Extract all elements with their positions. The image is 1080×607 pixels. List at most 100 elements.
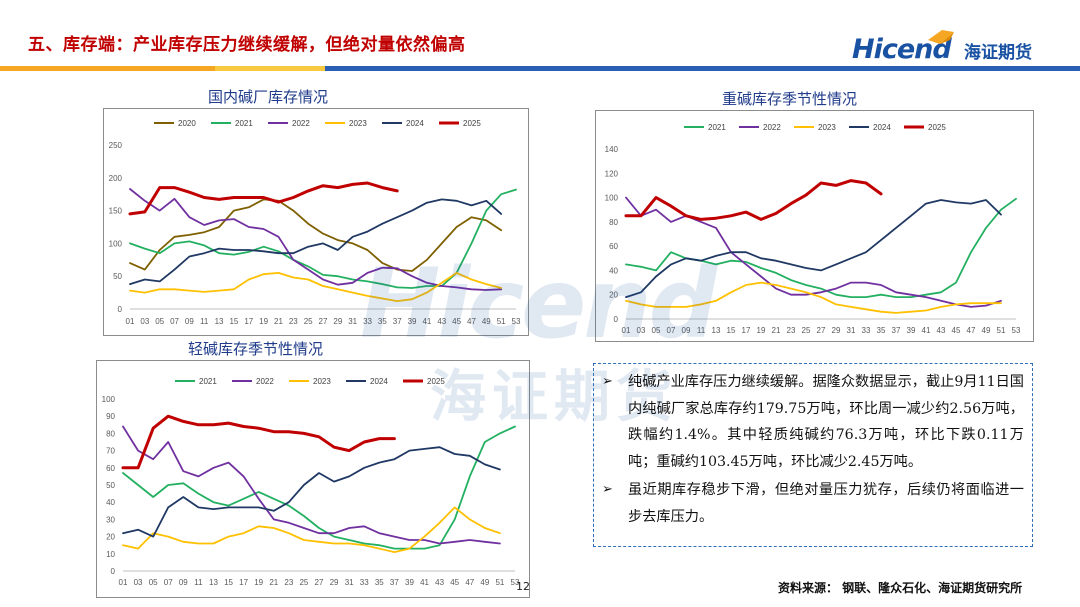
- legend-label-2025: 2025: [427, 377, 445, 386]
- x-tick-label: 49: [480, 578, 489, 587]
- series-line-2023: [129, 272, 503, 302]
- x-tick-label: 47: [467, 317, 476, 326]
- y-tick-label: 40: [106, 498, 115, 507]
- y-tick-label: 70: [106, 447, 115, 456]
- x-tick-label: 09: [185, 317, 194, 326]
- x-tick-label: 21: [269, 578, 278, 587]
- y-tick-label: 100: [109, 239, 123, 248]
- x-tick-label: 45: [450, 578, 459, 587]
- x-tick-label: 05: [149, 578, 158, 587]
- legend-label-2022: 2022: [292, 119, 310, 128]
- x-tick-label: 27: [315, 578, 324, 587]
- x-tick-label: 21: [772, 326, 781, 335]
- x-tick-label: 53: [511, 578, 520, 587]
- legend-label-2022: 2022: [256, 377, 274, 386]
- x-tick-label: 35: [378, 317, 387, 326]
- x-tick-label: 09: [682, 326, 691, 335]
- x-tick-label: 49: [482, 317, 491, 326]
- x-tick-label: 49: [982, 326, 991, 335]
- x-tick-label: 41: [420, 578, 429, 587]
- y-tick-label: 50: [113, 272, 122, 281]
- x-tick-label: 13: [215, 317, 224, 326]
- y-tick-label: 100: [605, 194, 619, 203]
- y-tick-label: 250: [109, 141, 123, 150]
- x-tick-label: 41: [922, 326, 931, 335]
- x-tick-label: 09: [179, 578, 188, 587]
- x-tick-label: 13: [209, 578, 218, 587]
- x-tick-label: 25: [304, 317, 313, 326]
- chart3-frame: 0 10 20 30 40 50 60 70 80 90 100 01 03 05 07 09 11 13 15 17…: [96, 360, 530, 598]
- x-tick-label: 47: [465, 578, 474, 587]
- y-tick-label: 60: [609, 242, 618, 251]
- x-tick-label: 07: [170, 317, 179, 326]
- y-tick-label: 20: [609, 291, 618, 300]
- x-tick-label: 25: [299, 578, 308, 587]
- legend-label-2025: 2025: [928, 123, 946, 132]
- x-tick-label: 51: [997, 326, 1006, 335]
- x-tick-label: 31: [345, 578, 354, 587]
- series-line-2023: [625, 281, 1002, 314]
- legend-label-2025: 2025: [463, 119, 481, 128]
- y-tick-label: 20: [106, 533, 115, 542]
- x-tick-label: 03: [134, 578, 143, 587]
- series-line-2020: [129, 198, 503, 272]
- x-tick-label: 21: [274, 317, 283, 326]
- x-tick-label: 01: [126, 317, 135, 326]
- page-title: 五、库存端：产业库存压力继续缓解，但绝对量依然偏高: [28, 35, 466, 55]
- chart2-title: 重碱库存季节性情况: [722, 90, 858, 108]
- y-tick-label: 50: [106, 481, 115, 490]
- legend-label-2020: 2020: [178, 119, 196, 128]
- chart3-title: 轻碱库存季节性情况: [188, 340, 324, 358]
- x-tick-label: 43: [437, 317, 446, 326]
- y-tick-label: 90: [106, 412, 115, 421]
- y-tick-label: 60: [106, 464, 115, 473]
- x-tick-label: 33: [363, 317, 372, 326]
- x-tick-label: 01: [119, 578, 128, 587]
- x-tick-label: 37: [393, 317, 402, 326]
- x-tick-label: 23: [284, 578, 293, 587]
- chart1-title: 国内碱厂库存情况: [208, 88, 329, 106]
- legend-label-2021: 2021: [708, 123, 726, 132]
- x-tick-label: 11: [194, 578, 203, 587]
- x-tick-label: 39: [405, 578, 414, 587]
- x-tick-label: 25: [802, 326, 811, 335]
- x-tick-label: 05: [155, 317, 164, 326]
- summary-text-1: 纯碱产业库存压力继续缓解。据隆众数据显示，截止9月11日国内纯碱厂家总库存约17…: [628, 374, 1024, 470]
- x-tick-label: 39: [907, 326, 916, 335]
- series-line-2023: [122, 506, 501, 553]
- x-tick-label: 33: [862, 326, 871, 335]
- y-tick-label: 80: [106, 429, 115, 438]
- x-tick-label: 47: [967, 326, 976, 335]
- x-tick-label: 01: [622, 326, 631, 335]
- x-tick-label: 45: [952, 326, 961, 335]
- x-tick-label: 35: [375, 578, 384, 587]
- x-tick-label: 05: [652, 326, 661, 335]
- x-tick-label: 17: [742, 326, 751, 335]
- x-tick-label: 29: [333, 317, 342, 326]
- chart3-svg: 0 10 20 30 40 50 60 70 80 90 100 01 03 05 07 09 11 13 15 17…: [102, 377, 520, 587]
- header-bar-yellow: [215, 66, 325, 71]
- x-tick-label: 37: [390, 578, 399, 587]
- x-tick-label: 23: [787, 326, 796, 335]
- series-line-2025: [128, 181, 399, 216]
- x-tick-label: 31: [847, 326, 856, 335]
- header-bar-orange: [0, 66, 215, 71]
- legend-label-2021: 2021: [235, 119, 253, 128]
- x-tick-label: 41: [422, 317, 431, 326]
- y-tick-label: 40: [609, 266, 618, 275]
- x-tick-label: 11: [697, 326, 706, 335]
- series-line-2024: [625, 199, 1002, 298]
- x-tick-label: 17: [244, 317, 253, 326]
- brand-logo: Hicend 海证期货: [852, 28, 1062, 68]
- x-tick-label: 39: [408, 317, 417, 326]
- chart1-svg: 0 50 100 150 200 250 01 03 05 07 09 11 13 15 17 19 21 23 2…: [109, 119, 521, 326]
- x-tick-label: 45: [452, 317, 461, 326]
- y-tick-label: 80: [609, 218, 618, 227]
- summary-text-2: 虽近期库存稳步下滑，但绝对量压力犹存，后续仍将面临进一步去库压力。: [628, 482, 1024, 525]
- x-tick-label: 15: [224, 578, 233, 587]
- x-tick-label: 51: [495, 578, 504, 587]
- arrow-bullet-icon: ➢: [602, 374, 613, 389]
- series-line-2025: [624, 179, 883, 221]
- summary-box: ➢ 纯碱产业库存压力继续缓解。据隆众数据显示，截止9月11日国内纯碱厂家总库存约…: [593, 363, 1033, 547]
- y-tick-label: 0: [118, 305, 123, 314]
